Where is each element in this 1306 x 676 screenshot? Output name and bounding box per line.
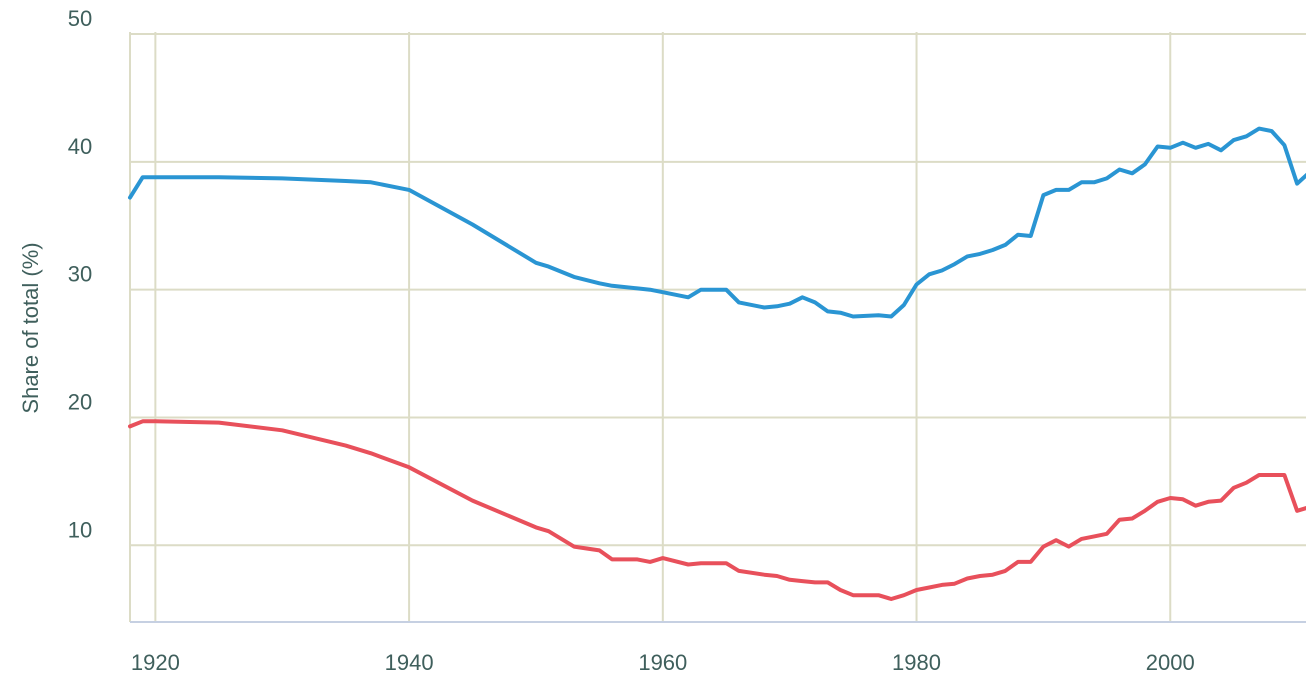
y-tick-label: 30 bbox=[68, 262, 92, 287]
x-tick-label: 1940 bbox=[385, 650, 434, 675]
y-axis-label: Share of total (%) bbox=[18, 242, 43, 413]
y-tick-label: 50 bbox=[68, 6, 92, 31]
x-tick-label: 1980 bbox=[892, 650, 941, 675]
data-line bbox=[128, 419, 1306, 601]
x-tick-label: 2000 bbox=[1146, 650, 1195, 675]
x-tick-label: 1960 bbox=[638, 650, 687, 675]
y-tick-label: 10 bbox=[68, 517, 92, 542]
data-line bbox=[128, 126, 1306, 319]
y-tick-label: 40 bbox=[68, 134, 92, 159]
y-tick-label: 20 bbox=[68, 389, 92, 414]
x-tick-label: 1920 bbox=[131, 650, 180, 675]
